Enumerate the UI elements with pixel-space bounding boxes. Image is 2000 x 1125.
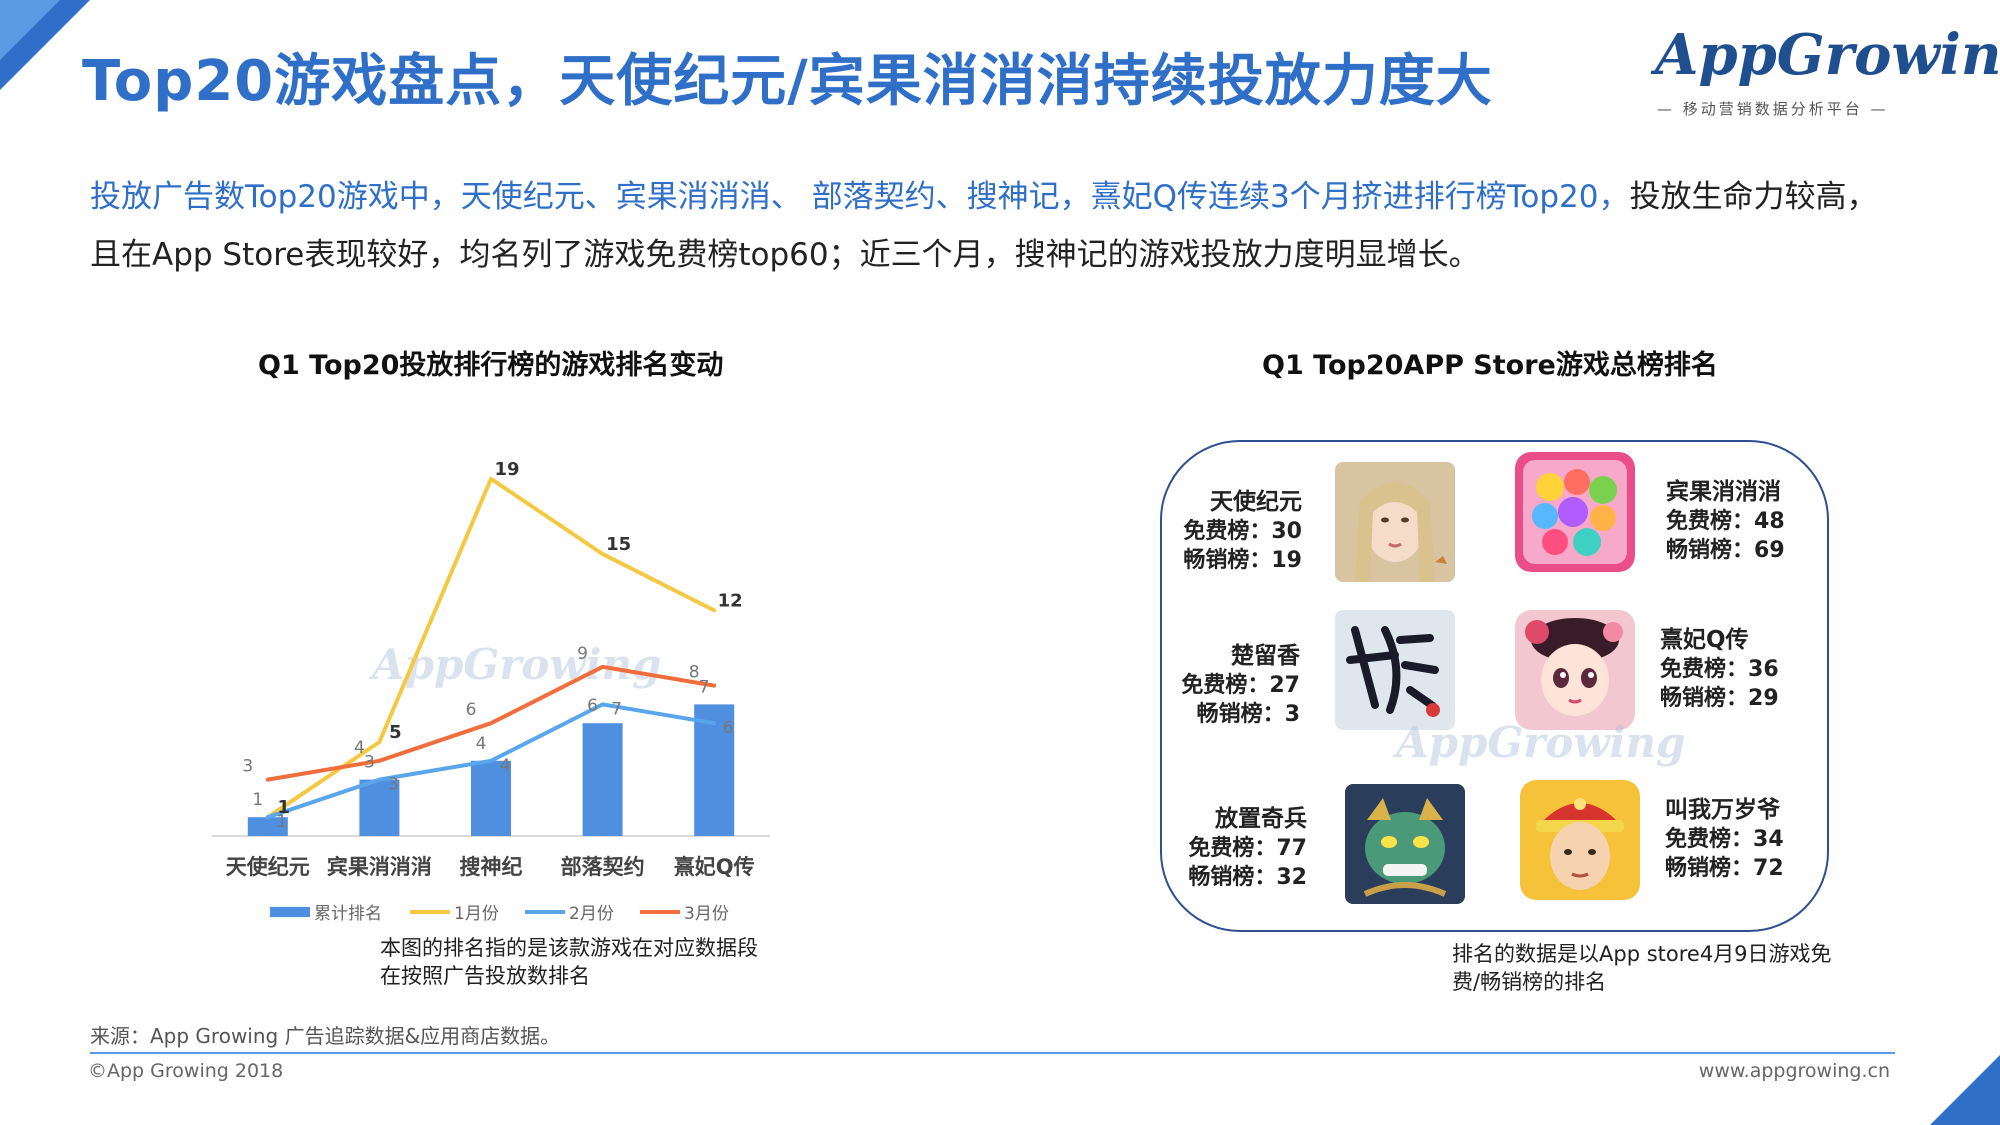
data-label-s2-1: 3 <box>388 775 399 795</box>
dragon-icon <box>1345 784 1465 904</box>
free-label: 免费榜： <box>1665 827 1754 852</box>
grossing-rank: 19 <box>1271 548 1302 573</box>
free-rank: 34 <box>1753 827 1784 852</box>
rank-change-chart: 13467151915121347634698天使纪元 宾果消消消 搜神纪 部落契约熹… <box>212 459 770 924</box>
game-card-text: 熹妃Q传 免费榜：36 畅销榜：29 <box>1660 626 1779 713</box>
data-label-s1-4: 12 <box>718 590 743 611</box>
doll-portrait-icon <box>1515 610 1635 730</box>
grossing-rank: 3 <box>1284 702 1300 727</box>
data-label-s1-1: 5 <box>389 722 402 743</box>
app-store-ranking-panel <box>1160 440 1829 932</box>
grossing-rank: 29 <box>1748 686 1779 711</box>
free-rank: 77 <box>1276 836 1307 861</box>
corner-decoration-inner <box>0 0 60 60</box>
free-label: 免费榜： <box>1660 657 1749 682</box>
game-card-text: 天使纪元 免费榜：30 畅销榜：19 <box>1180 488 1302 575</box>
data-label-s2-0: 1 <box>276 812 287 832</box>
emperor-portrait-icon <box>1520 780 1640 900</box>
legend-label-0: 累计排名 <box>314 904 382 924</box>
corner-decoration-bottom <box>1930 1055 2000 1125</box>
grossing-label: 畅销榜： <box>1188 865 1277 890</box>
bar-cumulative-1 <box>359 779 400 836</box>
bar-cumulative-0 <box>247 817 288 836</box>
logo-subtitle: — 移动营销数据分析平台 — <box>1657 100 1889 118</box>
data-label-s3-4: 8 <box>689 663 700 683</box>
game-name: 放置奇兵 <box>1215 806 1307 832</box>
grossing-label: 畅销榜： <box>1660 686 1749 711</box>
free-label: 免费榜： <box>1183 519 1272 544</box>
x-tick-label-1: 宾果消消消 <box>327 855 432 879</box>
data-label-s0-1: 3 <box>364 753 375 773</box>
legend-label-2: 2月份 <box>569 904 614 924</box>
data-label-s2-4: 6 <box>723 718 734 738</box>
angel-portrait-icon <box>1335 462 1455 582</box>
legend-label-1: 1月份 <box>454 904 499 924</box>
grossing-rank: 72 <box>1753 856 1784 881</box>
data-label-s3-1: 4 <box>354 738 365 758</box>
data-label-s0-4: 7 <box>699 677 710 697</box>
logo-text: AppGrowing <box>1655 22 2000 88</box>
watermark-right: AppGrowing <box>1396 718 1686 767</box>
source-note: 来源：App Growing 广告追踪数据&应用商店数据。 <box>90 1024 561 1048</box>
game-name: 楚留香 <box>1231 643 1300 669</box>
grossing-label: 畅销榜： <box>1666 538 1755 563</box>
grossing-label: 畅销榜： <box>1196 702 1285 727</box>
free-rank: 27 <box>1269 673 1300 698</box>
data-label-s2-3: 7 <box>611 699 622 719</box>
candy-icon <box>1515 452 1635 572</box>
intro-paragraph: 投放广告数Top20游戏中，天使纪元、宾果消消消、 部落契约、搜神记，熹妃Q传连… <box>90 168 1890 284</box>
intro-highlight: 投放广告数Top20游戏中，天使纪元、宾果消消消、 部落契约、搜神记，熹妃Q传连… <box>90 179 1630 215</box>
free-rank: 30 <box>1271 519 1302 544</box>
intro-rest: 投放生命力较高，且在App Store表现较好，均名列了游戏免费榜top60；近… <box>90 179 1878 273</box>
page-title: Top20游戏盘点，天使纪元/宾果消消消持续投放力度大 <box>82 49 1493 114</box>
data-label-s0-0: 1 <box>252 790 263 810</box>
free-label: 免费榜： <box>1666 509 1755 534</box>
x-tick-label-2: 搜神纪 <box>460 855 523 879</box>
calligraphy-icon <box>1335 610 1455 730</box>
website-url: www.appgrowing.cn <box>1698 1060 1890 1082</box>
app-growing-logo: AppGrowing — 移动营销数据分析平台 — <box>1655 22 2000 122</box>
free-label: 免费榜： <box>1188 836 1277 861</box>
game-card-text: 叫我万岁爷 免费榜：34 畅销榜：72 <box>1665 796 1784 883</box>
data-label-s1-3: 15 <box>606 534 631 555</box>
data-label-s2-2: 4 <box>500 756 511 776</box>
right-panel-note: 排名的数据是以App store4月9日游戏免费/畅销榜的排名 <box>1452 942 1832 994</box>
game-card-text: 放置奇兵 免费榜：77 畅销榜：32 <box>1175 805 1307 892</box>
x-tick-label-0: 天使纪元 <box>226 855 310 879</box>
game-name: 天使纪元 <box>1210 489 1302 515</box>
x-tick-label-4: 熹妃Q传 <box>674 855 755 879</box>
free-rank: 36 <box>1748 657 1779 682</box>
copyright: ©App Growing 2018 <box>88 1060 284 1082</box>
data-label-s0-3: 6 <box>587 696 598 716</box>
grossing-label: 畅销榜： <box>1183 548 1272 573</box>
legend-label-3: 3月份 <box>684 904 729 924</box>
bar-cumulative-3 <box>582 723 623 836</box>
right-panel-title: Q1 Top20APP Store游戏总榜排名 <box>1262 350 1718 381</box>
line-series-2 <box>265 702 717 820</box>
data-label-s3-2: 6 <box>466 700 477 720</box>
free-rank: 48 <box>1754 509 1785 534</box>
line-series-3 <box>265 664 717 782</box>
grossing-rank: 69 <box>1754 538 1785 563</box>
left-chart-title: Q1 Top20投放排行榜的游戏排名变动 <box>258 350 724 381</box>
bar-cumulative-4 <box>694 704 735 836</box>
data-label-s3-0: 3 <box>242 757 253 777</box>
game-name: 熹妃Q传 <box>1660 627 1749 653</box>
grossing-rank: 32 <box>1276 865 1307 890</box>
grossing-label: 畅销榜： <box>1665 856 1754 881</box>
free-label: 免费榜： <box>1181 673 1270 698</box>
game-card-text: 宾果消消消 免费榜：48 畅销榜：69 <box>1666 478 1785 565</box>
footer-divider <box>90 1052 1895 1054</box>
bar-cumulative-2 <box>471 760 511 836</box>
x-tick-label-3: 部落契约 <box>561 855 645 879</box>
game-card-text: 楚留香 免费榜：27 畅销榜：3 <box>1170 642 1300 729</box>
data-label-s3-3: 9 <box>577 644 588 664</box>
data-label-s1-2: 19 <box>494 459 519 480</box>
data-label-s0-2: 4 <box>476 734 487 754</box>
left-chart-note: 本图的排名指的是该款游戏在对应数据段在按照广告投放数排名 <box>380 936 758 988</box>
game-name: 宾果消消消 <box>1666 479 1781 505</box>
game-name: 叫我万岁爷 <box>1665 797 1780 823</box>
legend-swatch-0 <box>270 907 310 917</box>
data-label-s1-0: 1 <box>278 797 291 818</box>
